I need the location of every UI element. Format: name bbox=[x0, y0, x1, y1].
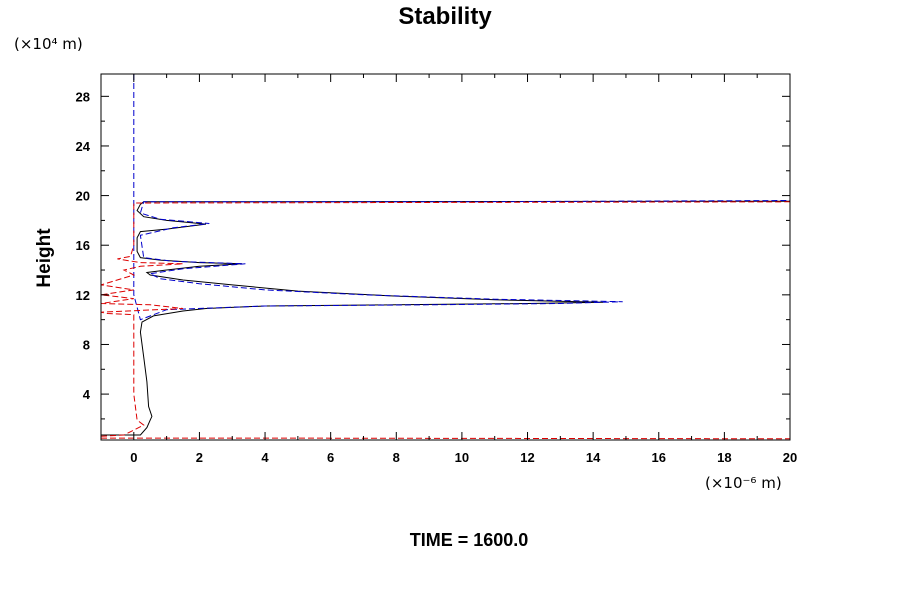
y-tick-label: 16 bbox=[76, 238, 90, 253]
y-unit-label: (×10⁴ m) bbox=[14, 35, 83, 53]
x-unit-label: (×10⁻⁶ m) bbox=[705, 474, 782, 492]
series-layer bbox=[101, 74, 790, 440]
series-line-1 bbox=[101, 200, 790, 436]
x-tick-label: 16 bbox=[652, 450, 666, 465]
y-tick-label: 12 bbox=[76, 288, 90, 303]
x-tick-label: 18 bbox=[717, 450, 731, 465]
series-line-4 bbox=[101, 437, 790, 440]
y-tick-label: 4 bbox=[83, 387, 91, 402]
series-line-2 bbox=[133, 74, 790, 321]
y-tick-label: 20 bbox=[76, 189, 90, 204]
x-tick-label: 8 bbox=[393, 450, 400, 465]
x-tick-label: 20 bbox=[783, 450, 797, 465]
series-line-3 bbox=[101, 201, 790, 437]
x-tick-label: 4 bbox=[261, 450, 269, 465]
y-tick-label: 28 bbox=[76, 89, 90, 104]
x-tick-label: 10 bbox=[455, 450, 469, 465]
x-tick-label: 2 bbox=[196, 450, 203, 465]
y-axis-label: Height bbox=[34, 228, 55, 288]
time-label: TIME = 1600.0 bbox=[409, 530, 529, 550]
chart-title: Stability bbox=[398, 3, 492, 30]
plot-frame bbox=[100, 73, 791, 441]
y-tick-label: 8 bbox=[83, 337, 90, 352]
x-tick-label: 12 bbox=[520, 450, 534, 465]
x-tick-label: 0 bbox=[130, 450, 137, 465]
x-tick-label: 6 bbox=[327, 450, 334, 465]
y-tick-label: 24 bbox=[76, 139, 91, 154]
x-tick-label: 14 bbox=[586, 450, 601, 465]
